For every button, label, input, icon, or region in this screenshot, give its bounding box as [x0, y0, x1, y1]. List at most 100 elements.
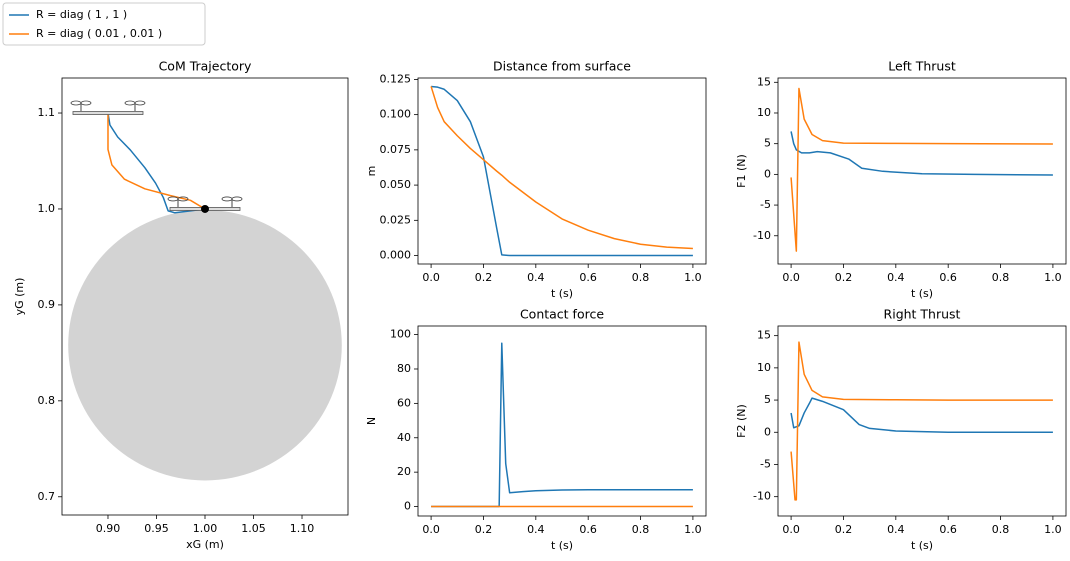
y-tick-label: -10: [753, 490, 771, 503]
x-tick-label: 0.0: [422, 523, 440, 536]
series-line: [430, 86, 693, 250]
x-tick-label: 0.90: [96, 522, 121, 535]
y-axis-label: N: [365, 417, 378, 425]
propeller: [221, 196, 233, 202]
axes-frame: [417, 77, 707, 265]
y-tick-label: 1.1: [38, 106, 56, 119]
series-line: [790, 131, 1053, 176]
x-tick-label: 0.6: [939, 271, 957, 284]
x-tick-label: 1.0: [684, 523, 702, 536]
x-tick-label: 0.8: [632, 271, 650, 284]
x-tick-label: 1.05: [241, 522, 266, 535]
series-line: [431, 342, 693, 508]
x-tick-label: 0.2: [835, 271, 853, 284]
x-tick-label: 0.95: [144, 522, 169, 535]
subplot: Left Thrust t (s) F1 (N) 0.0 0.2 0.4 0.6 0.8 1.0…: [735, 59, 1067, 300]
x-tick-label: 0.0: [782, 271, 800, 284]
x-tick-label: 0.8: [992, 271, 1010, 284]
series-line: [107, 113, 206, 210]
y-tick-label: 0.100: [380, 108, 412, 121]
x-axis-label: t (s): [911, 539, 933, 552]
propeller: [177, 196, 189, 202]
y-tick-label: 0.025: [380, 213, 412, 226]
series-line: [431, 85, 693, 257]
x-tick-label: 0.2: [475, 271, 493, 284]
y-tick-label: 0.000: [380, 249, 412, 262]
subplot: Contact force t (s) N 0.0 0.2 0.4 0.6 0.8 1.0 0 20…: [365, 307, 707, 552]
x-axis-label: xG (m): [186, 538, 224, 551]
y-tick-label: 10: [757, 361, 771, 374]
series-line: [107, 112, 206, 214]
x-tick-label: 0.4: [887, 523, 905, 536]
x-tick-label: 1.0: [1044, 271, 1062, 284]
obstacle: [68, 209, 342, 481]
series-line: [790, 397, 1053, 434]
y-tick-label: -5: [760, 198, 771, 211]
propeller: [231, 196, 243, 202]
propeller: [167, 196, 179, 202]
legend-label: R = diag ( 0.01 , 0.01 ): [36, 27, 162, 40]
axes-frame: [777, 77, 1067, 265]
subplot: Distance from surface t (s) m 0.0 0.2 0.4 0.6 0…: [365, 59, 707, 300]
propeller: [134, 100, 146, 106]
y-tick-label: 0.9: [38, 298, 56, 311]
drone-icon: [167, 196, 243, 213]
subplot-title: Contact force: [520, 307, 604, 322]
x-tick-label: 0.2: [475, 523, 493, 536]
x-tick-label: 0.2: [835, 523, 853, 536]
x-tick-label: 1.10: [290, 522, 315, 535]
subplot-title: Left Thrust: [888, 59, 956, 74]
y-tick-label: 80: [397, 362, 411, 375]
subplot-title: Distance from surface: [493, 59, 631, 74]
y-tick-label: 0.075: [380, 143, 412, 156]
y-tick-label: 0: [764, 167, 771, 180]
y-tick-label: 60: [397, 396, 411, 409]
x-tick-label: 1.00: [193, 522, 218, 535]
propeller: [80, 100, 92, 106]
x-tick-label: 0.8: [632, 523, 650, 536]
y-axis-label: m: [365, 166, 378, 177]
legend-label: R = diag ( 1 , 1 ): [36, 8, 127, 21]
y-tick-label: 0.7: [38, 490, 56, 503]
x-tick-label: 0.6: [579, 523, 597, 536]
y-tick-label: 5: [764, 137, 771, 150]
y-axis-label: yG (m): [13, 278, 26, 316]
y-tick-label: 1.0: [38, 202, 56, 215]
axes-frame: [417, 325, 707, 517]
subplot-title: CoM Trajectory: [159, 59, 252, 74]
subplot: CoM Trajectory xG (m) yG (m) 0.90 0.95 1.00 1.…: [13, 59, 349, 551]
y-tick-label: 10: [757, 106, 771, 119]
drone-body: [72, 111, 144, 115]
x-tick-label: 1.0: [684, 271, 702, 284]
y-axis-label: F1 (N): [735, 154, 748, 188]
legend-box: [2, 2, 206, 46]
y-tick-label: -5: [760, 457, 771, 470]
axes-frame: [777, 325, 1067, 517]
x-tick-label: 1.0: [1044, 523, 1062, 536]
drone-center: [201, 204, 209, 213]
y-tick-label: -10: [753, 229, 771, 242]
propeller: [124, 100, 136, 106]
y-tick-label: 100: [390, 328, 411, 341]
propeller: [70, 100, 82, 106]
x-tick-label: 0.4: [887, 271, 905, 284]
y-tick-label: 40: [397, 431, 411, 444]
y-tick-label: 0.125: [380, 72, 412, 85]
drone-icon: [70, 100, 146, 115]
series-line: [790, 87, 1053, 252]
x-tick-label: 0.8: [992, 523, 1010, 536]
y-tick-label: 0.050: [380, 178, 412, 191]
y-axis-label: F2 (N): [735, 404, 748, 438]
legend: R = diag ( 1 , 1 ) R = diag ( 0.01 , 0.01…: [2, 2, 206, 46]
y-tick-label: 5: [764, 393, 771, 406]
x-tick-label: 0.4: [527, 523, 545, 536]
x-axis-label: t (s): [551, 539, 573, 552]
x-tick-label: 0.0: [782, 523, 800, 536]
x-tick-label: 0.4: [527, 271, 545, 284]
x-tick-label: 0.0: [422, 271, 440, 284]
x-axis-label: t (s): [551, 287, 573, 300]
subplot: Right Thrust t (s) F2 (N) 0.0 0.2 0.4 0.6 0.8 1.…: [735, 307, 1067, 552]
x-axis-label: t (s): [911, 287, 933, 300]
x-tick-label: 0.6: [939, 523, 957, 536]
